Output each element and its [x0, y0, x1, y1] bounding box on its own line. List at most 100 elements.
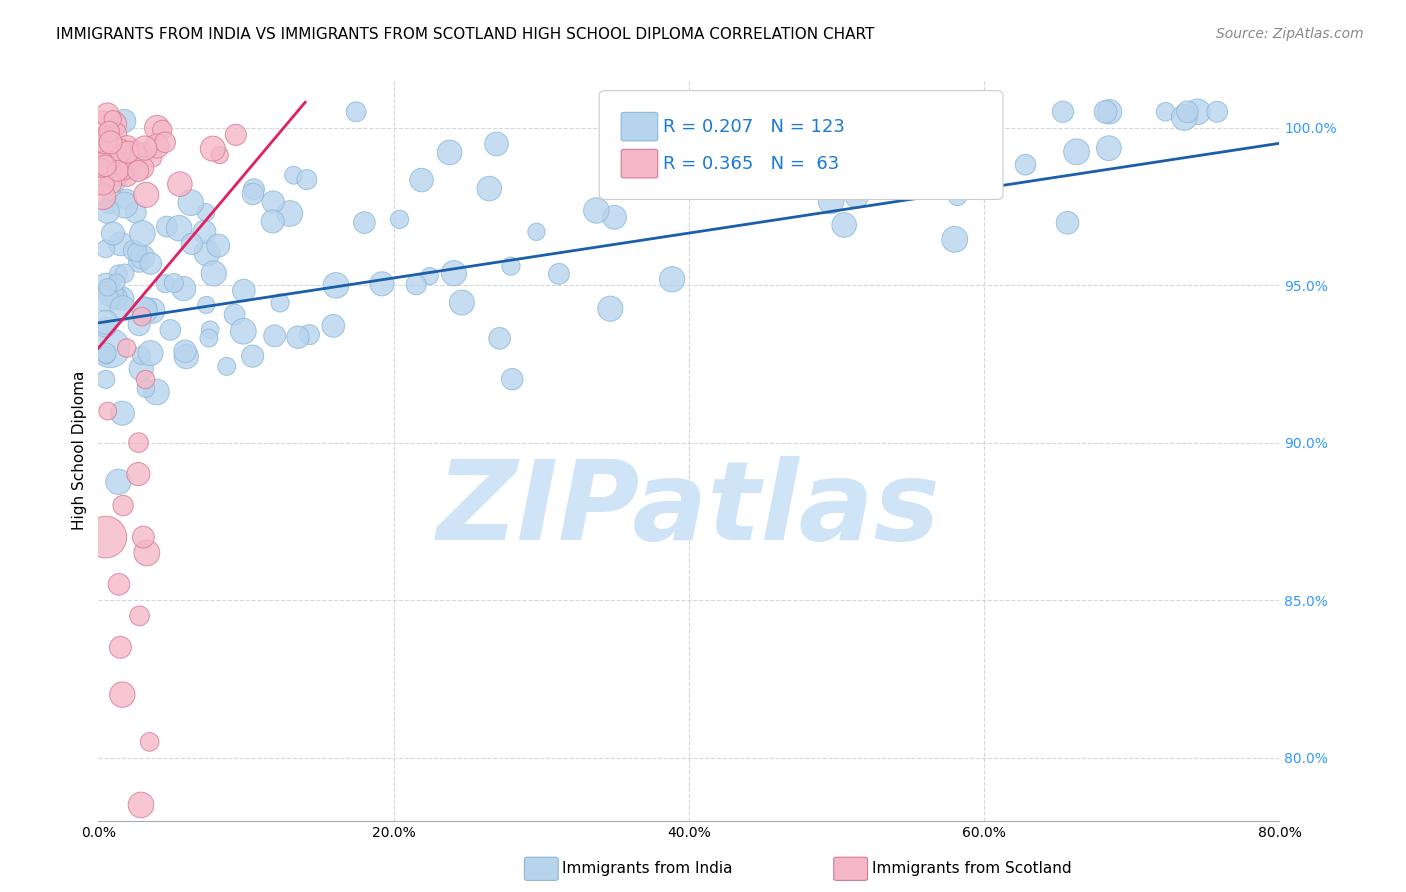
Point: [91, 177, 114, 191]
Point: [96, 108, 118, 122]
Point: [94, 277, 117, 292]
Point: [169, 177, 191, 191]
Point: [94, 530, 117, 544]
Point: [125, 150, 148, 164]
Point: [548, 267, 571, 281]
Point: [108, 144, 131, 158]
Point: [93, 154, 115, 169]
Point: [94, 159, 117, 173]
Point: [159, 323, 181, 337]
Point: [131, 161, 153, 175]
Point: [94, 320, 117, 334]
Point: [122, 244, 145, 258]
Point: [262, 194, 284, 209]
Point: [129, 797, 152, 812]
Point: [198, 323, 221, 337]
Point: [134, 373, 156, 387]
Point: [499, 259, 522, 273]
Point: [139, 346, 162, 360]
Point: [1206, 104, 1229, 119]
Point: [1094, 104, 1116, 119]
Point: [110, 236, 132, 251]
Point: [107, 475, 129, 489]
Point: [91, 135, 114, 149]
Point: [128, 318, 150, 332]
Point: [103, 117, 125, 131]
Point: [1014, 158, 1036, 172]
Point: [91, 161, 114, 176]
Point: [94, 242, 117, 256]
Point: [225, 128, 247, 142]
Point: [131, 310, 153, 324]
Point: [295, 172, 318, 186]
Point: [156, 219, 179, 234]
Point: [139, 256, 162, 270]
Point: [111, 301, 134, 316]
Point: [124, 145, 146, 159]
Point: [278, 206, 301, 220]
Point: [108, 577, 131, 591]
Point: [131, 227, 153, 241]
Point: [195, 246, 218, 260]
Point: [105, 276, 128, 290]
Point: [128, 435, 150, 450]
Point: [104, 166, 127, 180]
Point: [419, 268, 441, 283]
Point: [325, 278, 347, 293]
Point: [127, 245, 149, 260]
Point: [117, 169, 139, 184]
Point: [129, 361, 152, 376]
Point: [880, 108, 903, 122]
Point: [132, 530, 155, 544]
Point: [114, 161, 136, 175]
Point: [96, 348, 118, 362]
Point: [761, 142, 783, 156]
Point: [371, 277, 394, 291]
Point: [100, 177, 122, 191]
Point: [111, 688, 134, 702]
Point: [153, 136, 176, 150]
Point: [193, 225, 215, 239]
Point: [127, 467, 149, 481]
Point: [411, 173, 433, 187]
Text: Immigrants from India: Immigrants from India: [562, 862, 733, 876]
Point: [100, 286, 122, 301]
Point: [114, 266, 136, 280]
Point: [146, 139, 169, 153]
Point: [224, 308, 246, 322]
Point: [405, 277, 427, 292]
Point: [640, 138, 662, 153]
Point: [195, 205, 218, 219]
Point: [664, 108, 686, 122]
Point: [1098, 104, 1121, 119]
Point: [298, 327, 321, 342]
Text: R = 0.365   N =  63: R = 0.365 N = 63: [664, 154, 839, 173]
Point: [263, 329, 285, 343]
Point: [150, 123, 173, 137]
Point: [232, 324, 254, 338]
Point: [526, 225, 548, 239]
Point: [201, 142, 224, 156]
Point: [104, 127, 127, 141]
Point: [287, 330, 309, 344]
Point: [501, 372, 523, 386]
Point: [174, 344, 197, 359]
Point: [96, 204, 118, 219]
Text: IMMIGRANTS FROM INDIA VS IMMIGRANTS FROM SCOTLAND HIGH SCHOOL DIPLOMA CORRELATIO: IMMIGRANTS FROM INDIA VS IMMIGRANTS FROM…: [56, 27, 875, 42]
Point: [443, 266, 465, 280]
Point: [174, 350, 197, 364]
Point: [243, 182, 266, 196]
Point: [845, 189, 868, 203]
Point: [96, 346, 118, 360]
Point: [115, 341, 138, 355]
Point: [195, 298, 218, 312]
Point: [125, 205, 148, 219]
Point: [1154, 104, 1177, 119]
Point: [127, 152, 149, 166]
Point: [138, 735, 160, 749]
Point: [943, 232, 966, 246]
Point: [283, 168, 305, 182]
Point: [208, 148, 231, 162]
Point: [91, 117, 114, 131]
Point: [1177, 104, 1199, 119]
